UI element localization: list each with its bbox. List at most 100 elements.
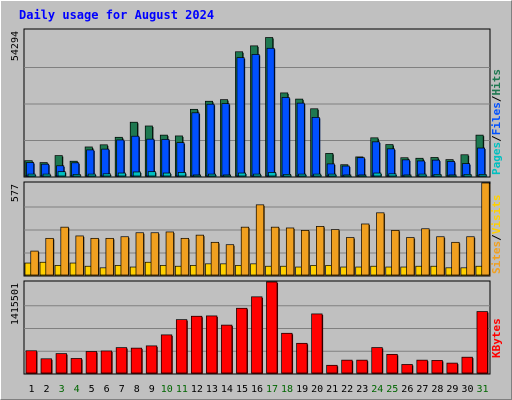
bar-pages-9 [147,171,156,177]
bar-files-19 [296,102,305,177]
bar-kbytes-28 [431,360,443,374]
bar-files-12 [191,112,200,177]
bar-visits-20 [316,226,325,276]
bar-pages-28 [433,174,442,177]
bar-files-8 [131,135,140,177]
bar-files-13 [206,103,215,177]
x-tick-28: 28 [431,384,443,395]
bar-kbytes-9 [145,345,158,374]
bar-visits-17 [270,226,280,276]
bar-kbytes-23 [356,359,368,374]
bar-kbytes-31 [476,311,488,374]
bar-files-4 [71,162,80,177]
legend-entry: Files [490,102,503,135]
legend-entry: Sites [490,241,503,274]
bar-pages-2 [42,173,51,177]
bar-kbytes-2 [40,358,52,374]
x-tick-11: 11 [176,384,188,395]
bar-kbytes-29 [446,362,458,374]
bar-pages-24 [373,172,382,177]
bar-kbytes-26 [401,364,413,374]
bar-pages-22 [343,174,352,177]
bar-shadow [404,175,413,177]
bar-files-24 [371,141,380,177]
legend-entry: / [490,135,503,142]
bar-pages-15 [238,172,247,177]
x-tick-5: 5 [89,384,95,395]
bar-visits-2 [45,237,54,276]
bar-files-7 [116,139,125,177]
bar-pages-5 [87,173,96,177]
x-tick-13: 13 [206,384,218,395]
x-tick-4: 4 [74,384,80,395]
bar-files-23 [356,157,365,177]
x-tick-3: 3 [59,384,65,395]
bar-pages-27 [418,173,427,177]
x-tick-24: 24 [371,384,383,395]
legend-entry: / [490,95,503,102]
legend-visits-sites: Sites/Visits [490,195,503,275]
legend-entry: KBytes [490,318,503,358]
legend-hits-files-pages: Pages/Files/Hits [490,69,503,175]
bar-pages-16 [253,173,262,177]
legend-entry: / [490,234,503,241]
bar-files-29 [447,161,455,177]
bar-files-5 [86,149,95,177]
bar-kbytes-30 [461,356,473,374]
x-tick-27: 27 [416,384,428,395]
bar-files-26 [401,159,410,177]
bar-visits-8 [135,232,144,276]
bar-pages-18 [283,174,292,177]
x-tick-15: 15 [236,384,248,395]
bar-visits-18 [285,227,295,276]
x-tick-18: 18 [281,384,293,395]
bar-files-11 [176,142,185,177]
x-tick-21: 21 [326,384,338,395]
bar-files-15 [236,57,245,177]
x-tick-12: 12 [191,384,203,395]
legend-kbytes: KBytes [490,318,503,358]
bar-kbytes-1 [25,350,37,374]
bar-pages-4 [72,174,81,177]
x-tick-14: 14 [221,384,233,395]
x-tick-20: 20 [311,384,323,395]
bar-pages-10 [162,172,171,177]
bar-pages-29 [448,174,457,177]
bar-pages-6 [102,173,111,177]
bar-visits-12 [195,234,204,276]
bar-kbytes-4 [70,358,82,374]
bar-pages-26 [403,174,412,177]
bar-visits-14 [225,244,235,276]
bar-pages-11 [177,172,186,177]
legend-entry: Visits [490,195,503,235]
bar-visits-5 [90,237,99,276]
bar-kbytes-14 [221,324,233,374]
x-tick-7: 7 [119,384,125,395]
bar-visits-19 [300,230,310,276]
bar-pages-17 [268,172,277,177]
bar-pages-1 [27,173,36,177]
x-tick-26: 26 [401,384,413,395]
bar-shadow [224,175,232,177]
x-tick-25: 25 [386,384,398,395]
bar-visits-6 [105,237,114,276]
x-tick-6: 6 [104,384,110,395]
bar-kbytes-7 [115,347,128,374]
bar-pages-20 [313,173,322,177]
bar-files-22 [341,165,350,177]
bar-visits-22 [346,237,355,276]
legend-entry: Pages [490,142,503,175]
bar-shadow [449,175,458,177]
panel-visits-sites: 577 Sites/Visits [10,181,503,277]
bar-kbytes-12 [191,315,203,374]
bar-files-10 [161,139,170,177]
bar-visits-31 [481,182,490,276]
bar-visits-29 [451,241,460,276]
x-tick-19: 19 [296,384,308,395]
x-tick-16: 16 [251,384,263,395]
bar-visits-7 [120,236,129,276]
x-tick-30: 30 [461,384,473,395]
bar-kbytes-6 [100,350,113,374]
